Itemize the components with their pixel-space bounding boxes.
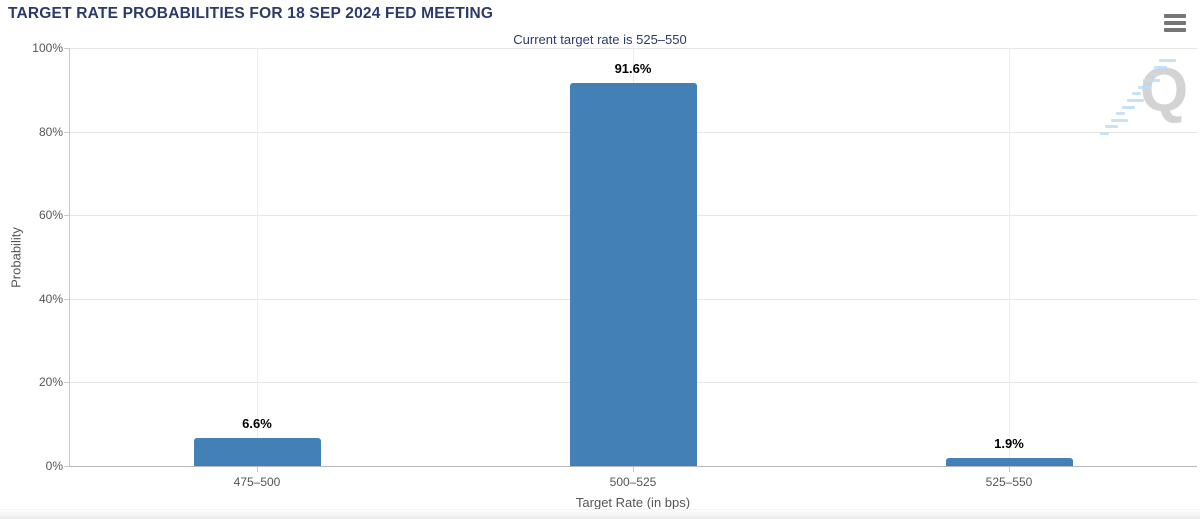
x-tick-mark xyxy=(257,467,258,472)
watermark-dash xyxy=(1159,59,1177,63)
hamburger-menu-icon[interactable] xyxy=(1164,14,1186,32)
y-tick-label: 80% xyxy=(38,125,63,139)
watermark-dash xyxy=(1105,125,1119,129)
gridline-v xyxy=(257,48,258,466)
watermark: Q xyxy=(1098,52,1198,142)
watermark-dash xyxy=(1137,85,1151,89)
x-tick-label: 475–500 xyxy=(233,475,281,489)
y-tick-label: 40% xyxy=(38,292,63,306)
menu-bar xyxy=(1164,21,1186,25)
watermark-dash xyxy=(1121,105,1135,109)
y-tick-label: 100% xyxy=(32,41,63,55)
x-tick-mark xyxy=(1009,467,1010,472)
chart-subtitle: Current target rate is 525–550 xyxy=(513,32,687,47)
x-tick-label: 525–550 xyxy=(985,475,1033,489)
x-tick-label: 500–525 xyxy=(609,475,657,489)
watermark-dash xyxy=(1132,92,1142,96)
y-tick-mark xyxy=(64,48,69,49)
x-tick-mark xyxy=(633,467,634,472)
bar[interactable] xyxy=(570,83,697,466)
bar[interactable] xyxy=(194,438,321,466)
y-tick-mark xyxy=(64,132,69,133)
y-tick-label: 0% xyxy=(45,459,63,473)
bar-value-label: 91.6% xyxy=(614,61,652,76)
menu-bar xyxy=(1164,28,1186,32)
bar-value-label: 1.9% xyxy=(994,436,1024,451)
y-axis-line xyxy=(69,48,70,466)
watermark-q-logo: Q xyxy=(1140,56,1189,125)
chart-title: TARGET RATE PROBABILITIES FOR 18 SEP 202… xyxy=(8,5,494,22)
y-tick-mark xyxy=(64,299,69,300)
watermark-dash xyxy=(1143,79,1161,83)
bar-value-label: 6.6% xyxy=(242,416,272,431)
watermark-dash xyxy=(1110,118,1128,122)
bar[interactable] xyxy=(946,458,1073,466)
watermark-dash xyxy=(1154,66,1167,69)
x-axis-label: Target Rate (in bps) xyxy=(575,495,691,510)
watermark-dash xyxy=(1148,72,1158,76)
y-axis-label: Probability xyxy=(8,227,24,288)
watermark-dash xyxy=(1127,99,1144,102)
y-tick-label: 20% xyxy=(38,375,63,389)
x-axis-line xyxy=(69,466,1197,467)
y-tick-mark xyxy=(64,215,69,216)
menu-bar xyxy=(1164,14,1186,18)
gridline-v xyxy=(1009,48,1010,466)
watermark-dash xyxy=(1116,112,1126,116)
bottom-strip xyxy=(0,509,1200,519)
y-tick-mark xyxy=(64,382,69,383)
y-tick-mark xyxy=(64,466,69,467)
y-tick-label: 60% xyxy=(38,208,63,222)
